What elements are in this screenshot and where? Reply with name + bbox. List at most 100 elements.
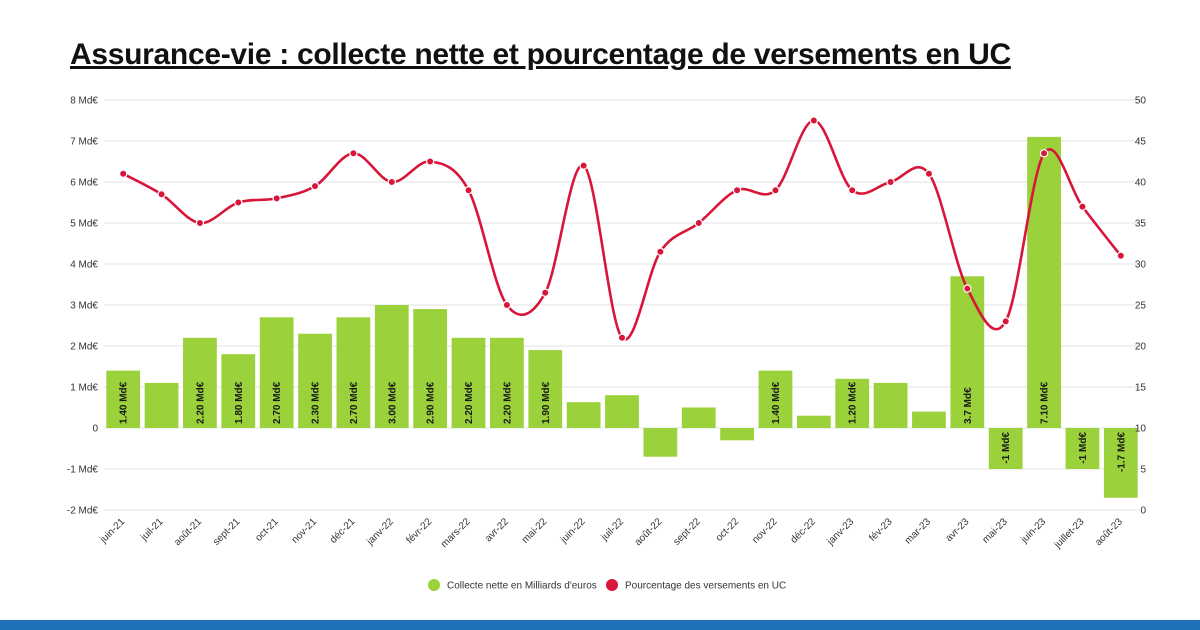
bar	[451, 337, 486, 428]
x-tick-label: avr-22	[483, 516, 511, 544]
y-right-tick-label: 35	[1135, 219, 1147, 230]
x-tick-label: mars-22	[439, 516, 473, 550]
y-left-tick-label: 8 Md€	[70, 96, 98, 107]
x-tick-label: fév-23	[867, 516, 895, 544]
y-right-tick-label: 45	[1135, 137, 1147, 148]
line-point	[656, 247, 665, 256]
bar	[758, 370, 793, 428]
x-tick-label: juin-22	[558, 516, 588, 546]
x-tick-label: déc-21	[328, 516, 358, 546]
bar	[566, 402, 601, 428]
x-tick-label: juin-21	[98, 516, 128, 546]
x-tick-label: juin-23	[1018, 516, 1048, 546]
y-right-tick-label: 10	[1135, 424, 1147, 435]
bar	[490, 337, 524, 428]
line-point	[924, 169, 934, 178]
bar-data-label: 3.00 Md€	[387, 381, 398, 424]
bar	[835, 378, 870, 428]
line-point	[272, 194, 281, 203]
x-tick-label: mai-23	[980, 516, 1010, 546]
legend-swatch-bar	[428, 579, 440, 591]
y-right-tick-label: 25	[1135, 301, 1147, 312]
line-point	[234, 198, 243, 207]
bar-data-label: -1 Md€	[1078, 432, 1089, 464]
line-point	[963, 284, 972, 293]
line-point	[310, 181, 320, 191]
bar	[221, 354, 256, 428]
x-tick-label: juil-22	[599, 516, 627, 544]
gridlines	[104, 99, 1140, 511]
bar-data-label: 2.70 Md€	[272, 381, 283, 424]
line-point	[502, 300, 512, 310]
y-left-tick-label: 1 Md€	[70, 383, 98, 394]
bar	[1103, 428, 1138, 498]
x-tick-label: juillet-23	[1052, 516, 1087, 551]
y-left-tick-label: 7 Md€	[70, 137, 98, 148]
bar	[336, 317, 371, 428]
line-point	[848, 185, 857, 195]
x-tick-label: janv-22	[364, 516, 396, 548]
footer-bar	[0, 620, 1200, 630]
bar-data-label: -1.7 Md€	[1116, 432, 1127, 472]
bar-data-label: 1.80 Md€	[234, 381, 245, 424]
line-point	[886, 177, 895, 187]
bar-data-label: 2.20 Md€	[464, 381, 475, 424]
line-point	[732, 185, 742, 195]
legend-label-bar: Collecte nette en Milliards d'euros	[447, 581, 597, 592]
bar	[1065, 428, 1100, 469]
x-tick-label: oct-21	[253, 516, 281, 544]
y-right-tick-label: 20	[1135, 342, 1147, 353]
bar	[259, 317, 294, 428]
x-tick-label: févr-22	[404, 516, 434, 546]
bar	[681, 407, 716, 428]
line-point	[349, 149, 358, 158]
y-right-tick-label: 0	[1140, 506, 1146, 517]
y-right-tick-label: 15	[1135, 383, 1147, 394]
legend-label-line: Pourcentage des versements en UC	[625, 581, 786, 592]
axes: -2 Md€ -1 Md€ 0 1 Md€ 2 Md€ 3 Md€ 4 Md€ 5 Md€ 6 …	[67, 96, 1147, 552]
x-tick-label: avr-23	[944, 516, 972, 544]
line-point	[157, 190, 166, 199]
bar-data-label: -1 Md€	[1001, 432, 1012, 464]
line-point	[694, 218, 703, 228]
x-tick-label: mar-23	[903, 516, 933, 546]
bar-data-label: 2.70 Md€	[349, 381, 360, 424]
y-left-tick-label: -2 Md€	[67, 506, 99, 517]
line-series	[118, 116, 1126, 342]
bar	[720, 428, 754, 441]
x-tick-label: déc-22	[789, 516, 819, 546]
bar	[605, 395, 639, 428]
bar-data-label: 2.20 Md€	[195, 381, 206, 424]
line-point	[809, 116, 819, 125]
line-point	[387, 177, 396, 187]
bar-data-label: 7.10 Md€	[1040, 381, 1051, 424]
y-left-tick-label: 5 Md€	[70, 219, 98, 230]
x-tick-label: août-22	[633, 516, 665, 548]
bar-data-label: 3.7 Md€	[963, 387, 974, 424]
bar	[643, 428, 678, 457]
line-point	[579, 161, 588, 170]
y-left-tick-label: 6 Md€	[70, 178, 98, 189]
line-point	[425, 157, 435, 166]
bar	[413, 309, 448, 428]
x-tick-label: janv-23	[825, 516, 857, 548]
bar-series: 1.40 Md€ 2.20 Md€ 1.80 Md€ 2.70 Md€ 2.30 Md€…	[106, 136, 1138, 498]
y-right-tick-label: 50	[1135, 96, 1147, 107]
y-left-tick-label: -1 Md€	[67, 465, 99, 476]
line-point	[771, 185, 780, 195]
y-left-tick-label: 4 Md€	[70, 260, 98, 271]
chart-title: Assurance-vie : collecte nette et pource…	[70, 38, 1011, 71]
x-tick-label: août-21	[172, 516, 204, 548]
line-point	[1039, 149, 1049, 158]
x-tick-label: mai-22	[520, 516, 550, 546]
bar	[374, 305, 409, 428]
bar	[183, 337, 217, 428]
bar	[1027, 136, 1061, 428]
line-point	[1001, 317, 1010, 326]
bar	[988, 428, 1023, 469]
bar	[106, 370, 141, 428]
x-tick-label: nov-21	[290, 516, 320, 546]
line-point	[1078, 202, 1087, 211]
legend: Collecte nette en Milliards d'euros Pourc…	[428, 579, 786, 592]
